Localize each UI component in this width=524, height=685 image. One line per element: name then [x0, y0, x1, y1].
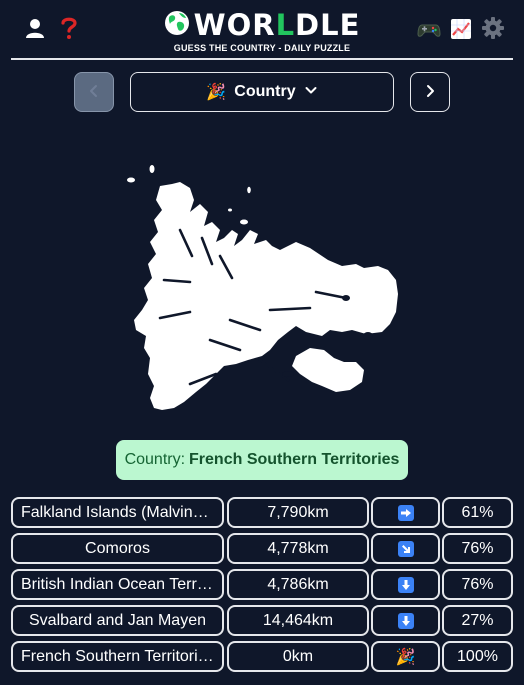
arrow-right-icon — [397, 504, 414, 521]
arrow-down-right-icon — [397, 540, 414, 557]
next-button[interactable] — [410, 72, 450, 112]
guess-country: Comoros — [11, 533, 224, 564]
guess-row: French Southern Territories 0km 🎉 100% — [11, 641, 513, 672]
answer-label: Country: — [124, 451, 186, 468]
user-icon[interactable] — [21, 14, 49, 42]
round-selector-label: Country — [234, 83, 296, 100]
guess-country: French Southern Territories — [11, 641, 224, 672]
guess-direction — [371, 497, 440, 528]
previous-button[interactable] — [74, 72, 114, 112]
guess-distance: 0km — [227, 641, 369, 672]
guess-direction — [371, 533, 440, 564]
guess-distance: 14,464km — [227, 605, 369, 636]
chevron-right-icon — [423, 83, 437, 102]
guess-proximity: 76% — [442, 569, 513, 600]
guess-proximity: 76% — [442, 533, 513, 564]
guess-country: Svalbard and Jan Mayen — [11, 605, 224, 636]
gear-icon[interactable] — [479, 14, 507, 42]
app-subtitle: GUESS THE COUNTRY - DAILY PUZZLE — [173, 43, 351, 53]
guess-country: Falkland Islands (Malvinas) — [11, 497, 224, 528]
arrow-down-icon — [397, 612, 414, 629]
header: WORLDLE GUESS THE COUNTRY - DAILY PUZZLE — [11, 0, 513, 60]
guess-row: Falkland Islands (Malvinas) 7,790km 61% — [11, 497, 513, 528]
round-selector[interactable]: 🎉 Country — [130, 72, 394, 112]
globe-icon — [164, 10, 190, 40]
gamepad-icon[interactable] — [415, 16, 443, 44]
chevron-down-icon — [304, 83, 318, 102]
guess-distance: 4,778km — [227, 533, 369, 564]
brand: WORLDLE GUESS THE COUNTRY - DAILY PUZZLE — [11, 8, 513, 53]
guess-direction: 🎉 — [371, 641, 440, 672]
guess-distance: 7,790km — [227, 497, 369, 528]
help-question-icon[interactable] — [55, 14, 83, 42]
party-emoji: 🎉 — [206, 84, 227, 101]
guess-row: Svalbard and Jan Mayen 14,464km 27% — [11, 605, 513, 636]
answer-value: French Southern Territories — [189, 451, 400, 468]
country-silhouette — [120, 160, 410, 420]
chevron-left-icon — [87, 83, 101, 102]
guess-proximity: 27% — [442, 605, 513, 636]
guess-distance: 4,786km — [227, 569, 369, 600]
guess-row: British Indian Ocean Territory 4,786km 7… — [11, 569, 513, 600]
chart-icon[interactable] — [447, 15, 475, 43]
guess-country: British Indian Ocean Territory — [11, 569, 224, 600]
guess-direction — [371, 605, 440, 636]
arrow-down-icon — [397, 576, 414, 593]
party-emoji: 🎉 — [395, 648, 416, 666]
guess-direction — [371, 569, 440, 600]
app-title: WORLDLE — [193, 8, 361, 42]
guess-proximity: 61% — [442, 497, 513, 528]
guess-proximity: 100% — [442, 641, 513, 672]
answer-banner: Country: French Southern Territories — [116, 440, 408, 480]
guess-row: Comoros 4,778km 76% — [11, 533, 513, 564]
